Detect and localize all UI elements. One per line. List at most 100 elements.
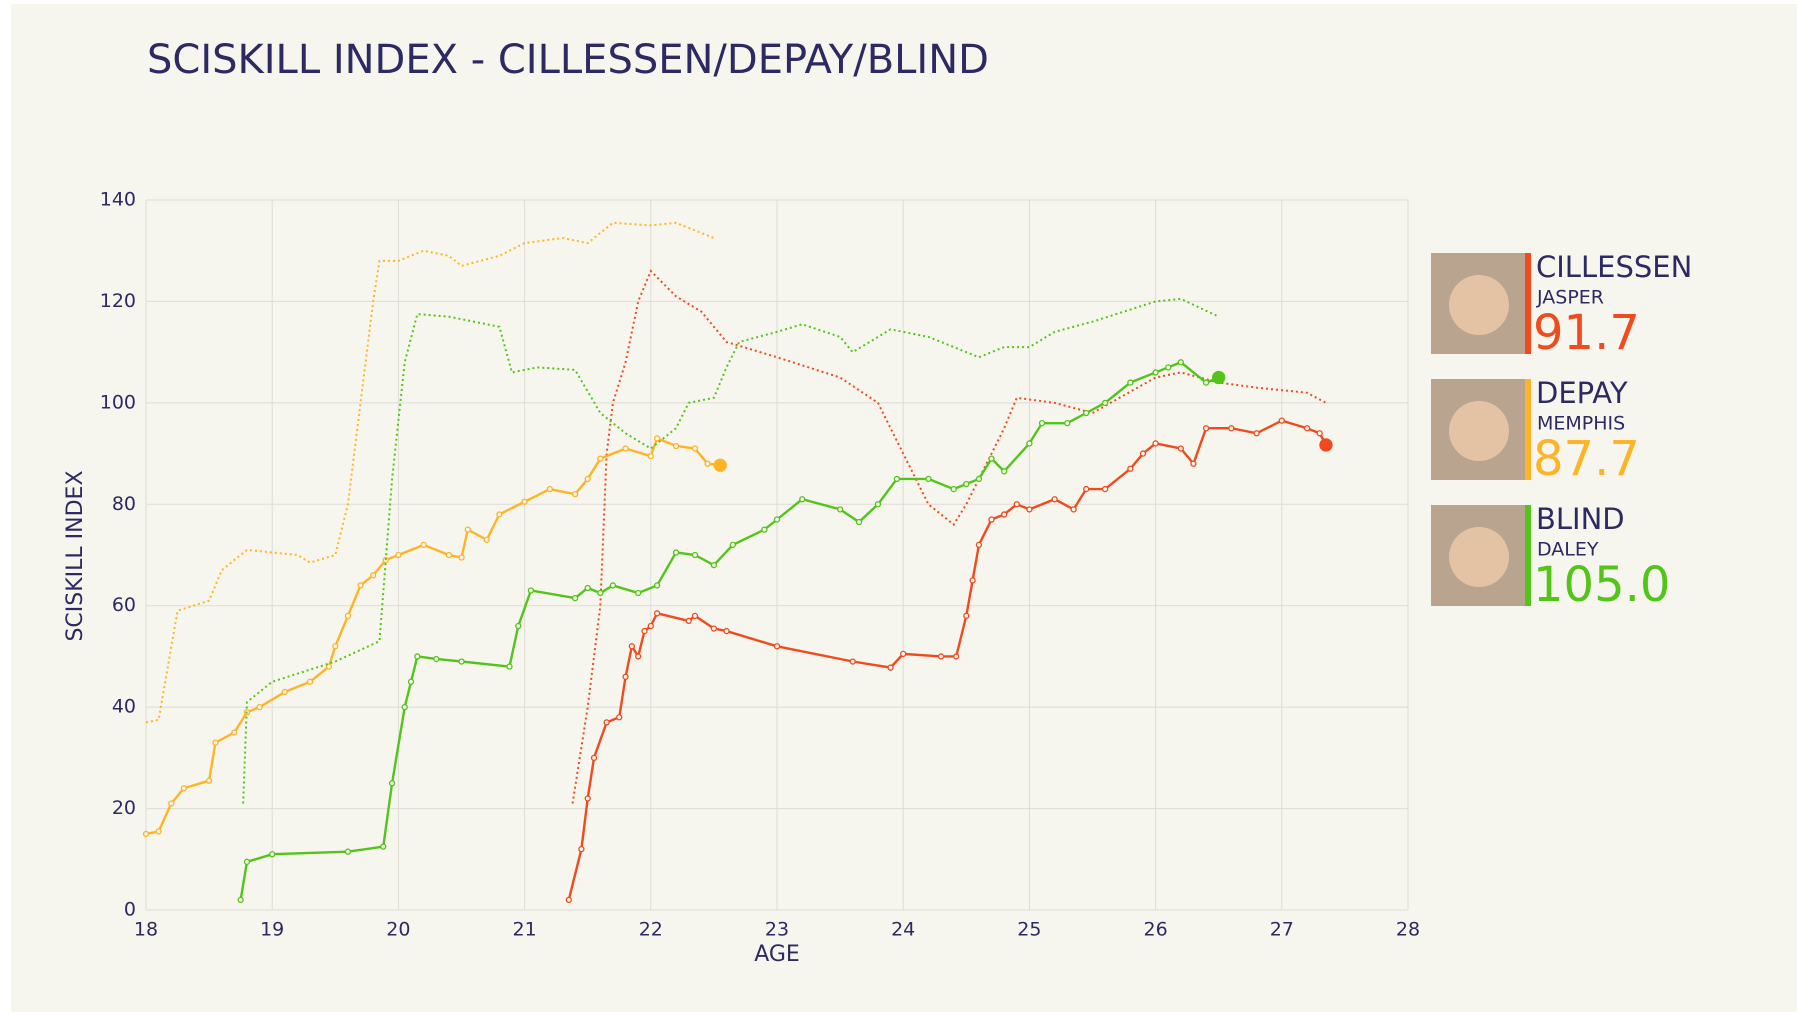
data-point: [597, 455, 604, 462]
data-point: [420, 541, 427, 549]
data-point: [799, 496, 806, 503]
data-point: [723, 627, 730, 635]
data-point: [1202, 379, 1210, 386]
data-point: [237, 896, 244, 904]
player-photo-face: [1449, 401, 1509, 461]
x-tick-label: 20: [386, 919, 410, 941]
x-axis-label: AGE: [754, 942, 800, 967]
y-tick-label: 100: [100, 391, 136, 413]
data-point: [332, 643, 339, 650]
data-point: [578, 845, 585, 853]
data-point: [1139, 450, 1147, 457]
data-point: [496, 511, 503, 518]
data-point: [565, 896, 572, 904]
data-point: [325, 663, 333, 670]
x-tick-label: 28: [1396, 919, 1420, 941]
data-point: [370, 572, 377, 579]
data-point: [521, 498, 528, 505]
data-point: [483, 536, 490, 543]
player-first-name: JASPER: [1536, 287, 1604, 309]
data-point: [628, 643, 636, 650]
data-point: [653, 610, 661, 617]
data-point: [887, 664, 894, 671]
data-point: [900, 650, 907, 658]
data-point: [1083, 485, 1090, 493]
data-point: [180, 785, 188, 792]
data-point: [1165, 364, 1172, 371]
data-point: [1038, 419, 1046, 427]
projection-line: [242, 297, 1220, 804]
data-point: [622, 673, 629, 680]
data-point: [1152, 369, 1159, 376]
data-point: [647, 622, 654, 630]
y-tick-label: 120: [100, 290, 136, 312]
data-point: [691, 445, 699, 452]
data-point: [433, 655, 440, 663]
player-photo-face: [1449, 527, 1509, 587]
data-point: [635, 589, 642, 597]
data-point: [395, 551, 402, 559]
data-point: [710, 625, 718, 632]
data-point: [584, 584, 591, 592]
data-point: [603, 719, 610, 726]
x-tick-label: 19: [260, 919, 284, 941]
data-point: [584, 795, 591, 802]
data-point: [571, 594, 579, 602]
data-point: [464, 526, 471, 533]
projection-line: [571, 269, 1327, 804]
data-point: [950, 485, 957, 493]
y-axis-label: SCISKILL INDEX: [63, 470, 88, 641]
data-point: [527, 587, 535, 594]
data-point: [515, 622, 522, 630]
data-point: [609, 582, 617, 589]
data-point: [773, 643, 781, 650]
data-point: [1177, 445, 1184, 452]
x-tick-label: 26: [1144, 919, 1168, 941]
data-point: [1190, 460, 1197, 467]
player-score: 87.7: [1533, 431, 1640, 487]
data-point: [1303, 425, 1311, 432]
data-point: [1051, 496, 1058, 503]
player-surname: CILLESSEN: [1536, 250, 1692, 284]
data-point: [414, 653, 421, 660]
data-point: [691, 551, 699, 559]
data-point: [975, 475, 983, 483]
data-point: [953, 653, 960, 660]
data-point: [773, 516, 781, 523]
player-surname: BLIND: [1536, 502, 1625, 536]
data-point: [1253, 430, 1260, 437]
data-point: [243, 858, 251, 865]
data-point: [647, 452, 654, 460]
player-score: 105.0: [1533, 557, 1670, 613]
data-point: [653, 435, 661, 442]
data-point: [849, 658, 856, 665]
data-point: [388, 780, 396, 787]
x-tick-label: 22: [639, 919, 663, 941]
data-point: [616, 714, 623, 721]
player-photo-face: [1449, 275, 1509, 335]
data-point: [1316, 430, 1323, 437]
data-point: [988, 455, 995, 462]
x-tick-label: 21: [513, 919, 537, 941]
data-point: [710, 561, 718, 569]
player-color-bar: [1525, 505, 1531, 606]
data-point: [458, 658, 465, 665]
chart-title: SCISKILL INDEX - CILLESSEN/DEPAY/BLIND: [147, 37, 989, 83]
player-color-bar: [1525, 379, 1531, 480]
data-point: [584, 475, 591, 483]
data-point: [937, 653, 945, 660]
data-point: [1212, 370, 1226, 385]
data-point: [1152, 440, 1159, 447]
data-point: [874, 501, 882, 508]
data-point: [988, 516, 995, 523]
data-point: [672, 442, 680, 450]
data-point: [761, 526, 768, 533]
data-point: [380, 843, 387, 850]
data-point: [963, 612, 970, 620]
data-point: [685, 617, 692, 625]
data-point: [672, 549, 680, 556]
data-point: [641, 627, 648, 635]
data-point: [729, 541, 736, 549]
data-point: [231, 729, 238, 736]
